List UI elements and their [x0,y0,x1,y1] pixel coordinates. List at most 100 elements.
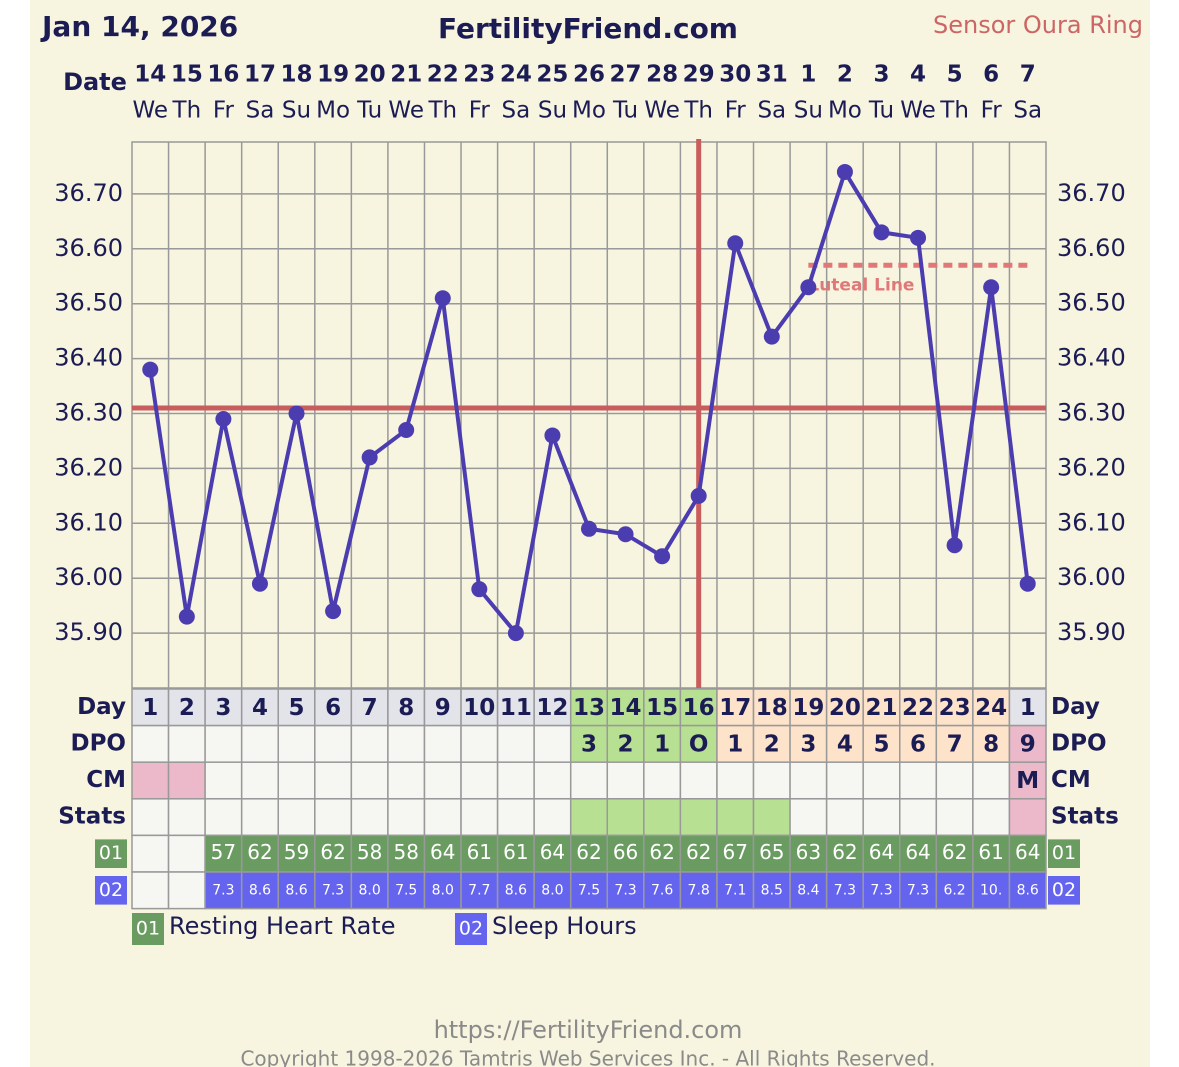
row-label-right: Stats [1051,804,1119,830]
legend-text: Resting Heart Rate [169,912,395,940]
table-cell [862,761,901,800]
table-cell [460,688,499,727]
temperature-point [946,537,963,554]
weekday-label: Tu [612,98,638,124]
table-cell [387,724,426,763]
weekday-label: Fr [213,98,235,124]
weekday-label: We [388,98,424,124]
metric-cell [899,834,938,873]
table-cell [679,761,718,800]
weekday-label: Mo [828,98,862,124]
weekday-label: Su [282,98,311,124]
date-label: 21 [390,62,422,88]
weekday-label: Fr [469,98,491,124]
metric-value: 7.3 [834,882,856,898]
cell-value: 12 [536,695,568,721]
cell-value: 10 [463,695,495,721]
metric-badge-bg-right [1048,839,1080,868]
metric-value: 65 [759,840,784,864]
cell-value: 5 [289,695,305,721]
table-cell [350,724,389,763]
table-cell [314,688,353,727]
weekday-label: Tu [356,98,382,124]
metric-value: 64 [905,840,930,864]
table-cell [314,761,353,800]
table-cell [277,761,316,800]
table-cell [387,688,426,727]
metric-value: 8.6 [285,882,307,898]
table-cell [606,798,645,837]
weekday-label: Su [538,98,567,124]
metric-value: 62 [832,840,857,864]
cell-value: 20 [829,695,861,721]
weekday-label: Su [794,98,823,124]
metric-value: 7.6 [651,882,673,898]
y-tick-label: 36.50 [54,289,123,317]
table-cell [935,798,974,837]
table-cell [899,761,938,800]
cell-value: 2 [179,695,195,721]
date-label: 17 [244,62,276,88]
cell-value: 16 [683,695,715,721]
metric-value: 62 [320,840,345,864]
row-label-right: DPO [1051,730,1107,756]
metric-value: 7.8 [688,882,710,898]
metric-value: 8.0 [359,882,381,898]
metric-value: 7.3 [907,882,929,898]
temperature-point [142,361,159,378]
temperature-point [910,229,927,246]
weekday-label: Th [172,98,202,124]
y-tick-label: 36.40 [54,344,123,372]
cell-value: 4 [837,731,853,757]
metric-cell [1008,871,1047,910]
table-cell [423,724,462,763]
cell-value: 8 [983,731,999,757]
cell-value: 1 [727,731,743,757]
metric-value: 8.0 [541,882,563,898]
table-cell [167,798,206,837]
date-label: 27 [610,62,642,88]
metric-badge-right: 02 [1052,879,1076,901]
table-cell [679,688,718,727]
table-cell [204,761,243,800]
table-cell [643,724,682,763]
table-cell [240,724,279,763]
date-label: 6 [983,62,999,88]
table-cell [789,761,828,800]
table-cell [716,761,755,800]
table-cell [825,688,864,727]
table-cell [533,761,572,800]
metric-cell [825,871,864,910]
weekday-label: Fr [981,98,1003,124]
table-cell [167,688,206,727]
metric-cell [423,871,462,910]
table-cell [533,688,572,727]
metric-value: 61 [503,840,528,864]
y-tick-label-right: 36.60 [1057,234,1126,262]
cell-value: 3 [215,695,231,721]
temperature-point [763,328,780,345]
table-cell [972,724,1011,763]
y-tick-label-right: 36.70 [1057,179,1126,207]
table-cell [423,798,462,837]
table-cell [643,798,682,837]
metric-value: 63 [796,840,821,864]
metric-badge-bg [95,876,127,905]
table-cell [204,798,243,837]
y-tick-label-right: 36.40 [1057,344,1126,372]
cell-value: 7 [362,695,378,721]
table-cell [825,798,864,837]
site-title: FertilityFriend.com [438,12,738,45]
table-cell [679,798,718,837]
metric-cell [643,871,682,910]
date-label: 23 [463,62,495,88]
weekday-label: Sa [757,98,786,124]
metric-value: 7.3 [870,882,892,898]
cell-value: 19 [792,695,824,721]
date-label: 26 [573,62,605,88]
temperature-point [398,421,415,438]
metric-value: 64 [430,840,455,864]
table-cell [460,724,499,763]
date-label: 24 [500,62,532,88]
